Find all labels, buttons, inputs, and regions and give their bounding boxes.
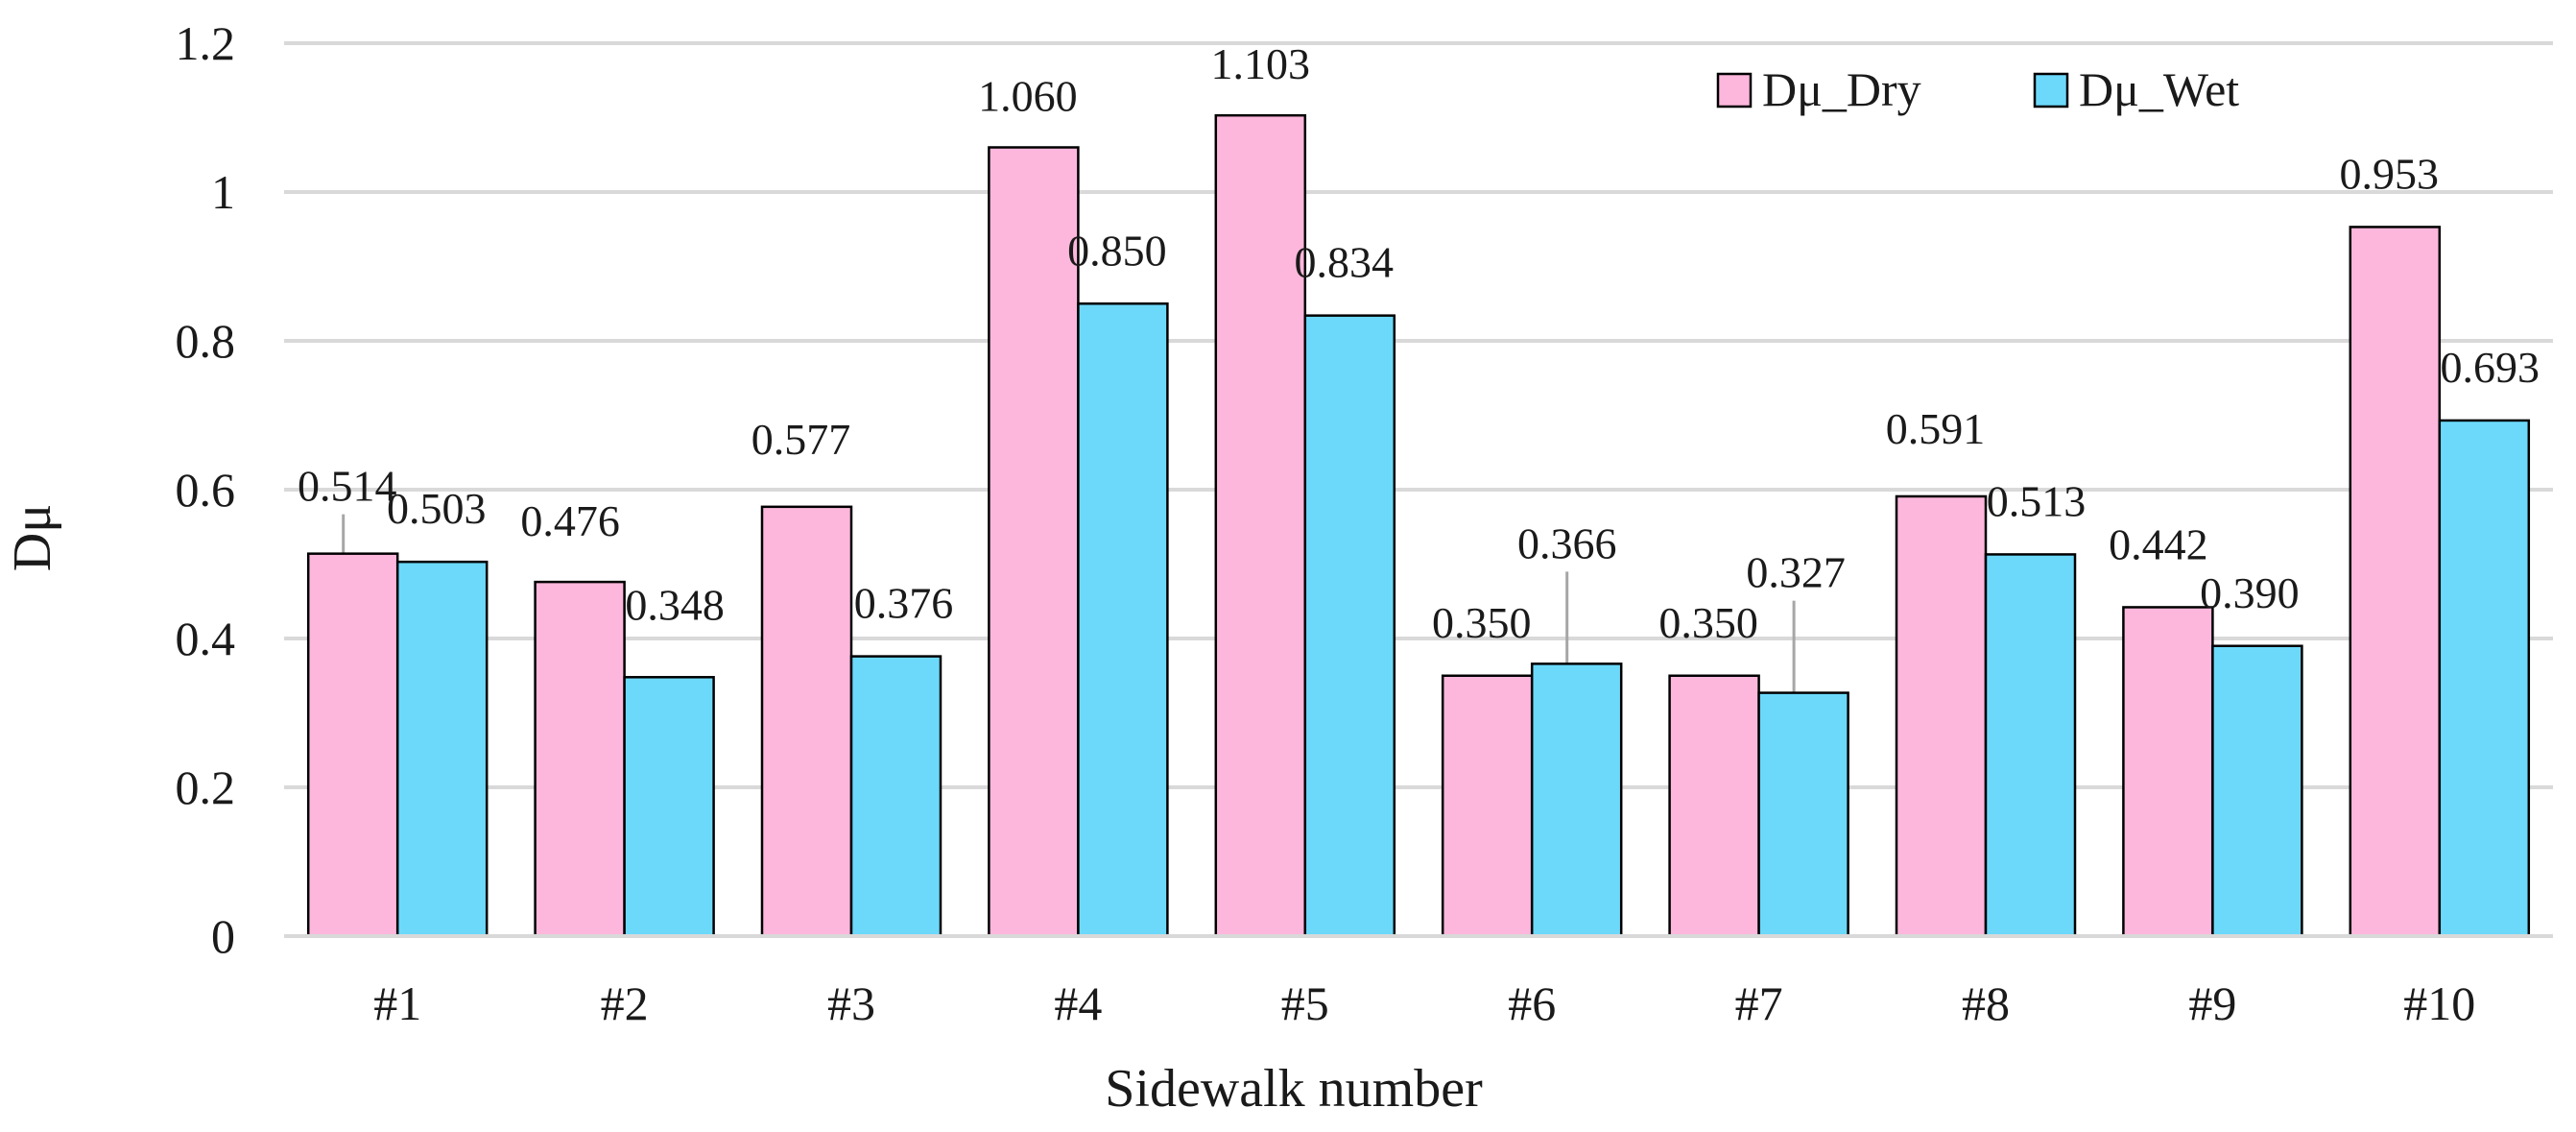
y-tick-label: 0 xyxy=(211,909,235,963)
x-tick-label: #4 xyxy=(1054,976,1102,1030)
y-tick-label: 0.6 xyxy=(176,463,236,517)
data-label-dry: 0.591 xyxy=(1886,404,1986,453)
bar-dry xyxy=(306,552,399,938)
bar-dry xyxy=(1895,494,1988,938)
bar-wet xyxy=(1757,691,1849,938)
bar-wet xyxy=(395,560,489,938)
x-tick-label: #7 xyxy=(1735,976,1783,1030)
data-label-dry: 1.103 xyxy=(1211,39,1311,88)
axes: 0 0.2 0.4 0.6 0.8 1 1.2 #1 #2 #3 #4 #5 #6 #7 #8 #9 #10 xyxy=(176,16,2553,1030)
legend-label-wet: Dμ_Wet xyxy=(2079,62,2239,116)
bar-dry xyxy=(1214,113,1307,938)
data-label-dry: 0.514 xyxy=(298,462,397,511)
data-label-dry: 0.350 xyxy=(1658,598,1758,647)
data-label-wet: 0.693 xyxy=(2441,343,2540,392)
data-label-wet: 0.376 xyxy=(854,579,954,628)
y-tick-label: 0.2 xyxy=(176,760,236,814)
x-tick-label: #1 xyxy=(373,976,421,1030)
legend: Dμ_Dry Dμ_Wet xyxy=(1716,62,2239,116)
bar-dry xyxy=(534,580,626,938)
bar-wet xyxy=(1530,662,1623,938)
legend-swatch-wet xyxy=(2033,72,2069,108)
legend-swatch-dry xyxy=(1716,72,1753,108)
bar-dry xyxy=(1441,674,1534,938)
x-tick-label: #2 xyxy=(601,976,649,1030)
data-label-wet: 0.327 xyxy=(1746,548,1846,597)
bar-wet xyxy=(623,676,715,938)
data-label-dry: 0.953 xyxy=(2340,149,2440,198)
bar-dry xyxy=(2349,226,2442,938)
bar-wet xyxy=(1984,553,2077,938)
data-label-dry: 0.476 xyxy=(520,496,620,545)
bar-dry xyxy=(2122,606,2214,938)
bar-wet xyxy=(1077,302,1169,938)
y-tick-label: 1.2 xyxy=(176,16,236,70)
data-label-wet: 0.390 xyxy=(2200,568,2300,617)
y-tick-label: 0.4 xyxy=(176,612,236,665)
bar-dry xyxy=(988,146,1080,938)
data-label-wet: 0.366 xyxy=(1517,518,1617,567)
bar-wet xyxy=(2438,419,2531,938)
y-axis-title: Dμ xyxy=(3,504,62,571)
data-label-dry: 1.060 xyxy=(978,72,1078,121)
bar-dry xyxy=(760,505,853,938)
bar-wet xyxy=(1303,314,1396,938)
data-label-wet: 0.513 xyxy=(1987,476,2087,525)
x-axis-title: Sidewalk number xyxy=(1105,1059,1483,1119)
data-label-dry: 0.442 xyxy=(2109,519,2208,568)
label-leader-lines xyxy=(342,514,1796,693)
bars xyxy=(306,113,2531,938)
x-tick-label: #5 xyxy=(1281,976,1329,1030)
y-tick-label: 0.8 xyxy=(176,314,236,368)
bar-dry xyxy=(1668,674,1760,938)
data-label-wet: 0.503 xyxy=(387,484,487,533)
data-label-wet: 0.850 xyxy=(1067,226,1167,275)
x-tick-label: #10 xyxy=(2403,976,2475,1030)
x-tick-label: #3 xyxy=(827,976,875,1030)
data-label-wet: 0.348 xyxy=(625,580,725,629)
data-label-dry: 0.577 xyxy=(751,415,851,464)
x-tick-label: #6 xyxy=(1508,976,1556,1030)
legend-label-dry: Dμ_Dry xyxy=(1762,62,1921,116)
data-label-dry: 0.350 xyxy=(1432,598,1532,647)
bar-wet xyxy=(2211,644,2303,938)
x-tick-label: #8 xyxy=(1962,976,2010,1030)
y-tick-label: 1 xyxy=(211,165,235,219)
bar-wet xyxy=(849,655,942,938)
data-label-wet: 0.834 xyxy=(1295,238,1395,287)
x-tick-label: #9 xyxy=(2188,976,2236,1030)
